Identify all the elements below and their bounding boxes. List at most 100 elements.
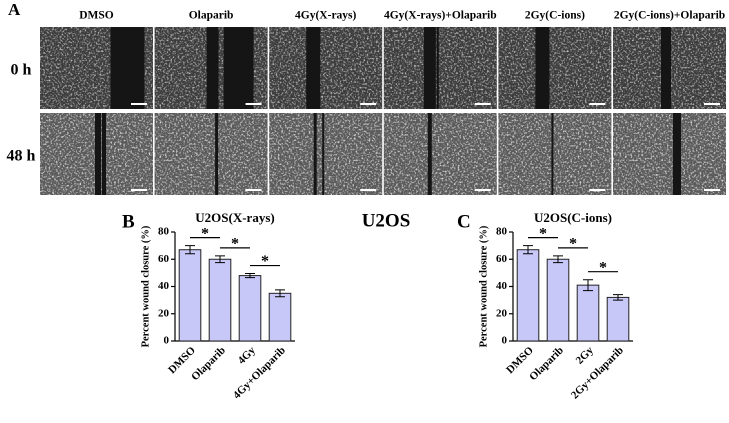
wound-gap	[423, 27, 436, 109]
bar	[546, 258, 570, 342]
bar	[238, 275, 262, 342]
micrograph	[40, 113, 153, 195]
significance-star: *	[261, 253, 269, 270]
micrograph	[498, 113, 612, 195]
column-label: 2Gy(C-ions)+Olaparib	[614, 10, 725, 22]
image-cells	[498, 27, 612, 109]
wound-gap	[313, 113, 317, 195]
significance-star: *	[569, 236, 577, 253]
wound-gap	[427, 113, 432, 195]
column-label: 4Gy(X-rays)	[295, 10, 356, 22]
wound-gap	[215, 113, 219, 195]
bar	[606, 296, 630, 342]
wound-gap	[551, 113, 554, 195]
column-label: DMSO	[79, 10, 114, 22]
y-tick-label: 80	[158, 226, 170, 238]
y-tick-label: 20	[496, 307, 508, 319]
wound-gap	[535, 27, 550, 109]
error-bar	[245, 273, 255, 279]
column-label: 4Gy(X-rays)+Olaparib	[384, 10, 497, 22]
wound-gap	[322, 113, 325, 195]
y-axis-label: Percent wound closure (%)	[140, 225, 151, 347]
micrograph	[613, 27, 726, 109]
micrograph	[269, 27, 383, 109]
significance-star: *	[231, 236, 239, 253]
chart-title: U2OS(X-rays)	[195, 210, 274, 225]
error-bar	[613, 294, 623, 301]
row-label: 0 h	[11, 62, 32, 79]
row-label: 48 h	[7, 148, 36, 165]
micrograph	[154, 113, 268, 195]
scale-bar	[360, 103, 377, 105]
image-cells	[269, 113, 383, 195]
y-tick-label: 80	[496, 226, 508, 238]
wound-gap	[95, 113, 101, 195]
x-tick-label: 4Gy	[236, 344, 259, 367]
panel-label: C	[457, 211, 471, 232]
column-label: Olaparib	[189, 10, 234, 22]
x-tick-label: 4Gy+Olaparib	[231, 344, 288, 401]
y-tick-label: 60	[496, 253, 508, 265]
scale-bar	[131, 189, 147, 191]
wound-gap	[306, 27, 321, 109]
scale-bar	[245, 189, 262, 191]
wound-gap	[661, 27, 671, 109]
wound-gap	[223, 27, 254, 109]
scale-bar	[474, 103, 491, 105]
wound-gap	[318, 27, 321, 109]
x-tick-label: 2Gy	[574, 344, 597, 367]
scale-bar	[245, 103, 262, 105]
panel-label: A	[8, 0, 21, 19]
micrograph	[269, 113, 383, 195]
y-tick-label: 0	[164, 335, 170, 347]
column-label: 2Gy(C-ions)	[525, 10, 585, 22]
scale-bar	[704, 103, 720, 105]
image-cells	[383, 113, 497, 195]
micrograph	[40, 27, 153, 109]
bar	[516, 249, 540, 342]
micrograph	[613, 113, 726, 195]
center-title: U2OS	[362, 210, 411, 231]
scale-bar	[360, 189, 377, 191]
y-tick-label: 0	[502, 335, 508, 347]
error-bar	[275, 289, 285, 298]
y-axis-label: Percent wound closure (%)	[478, 225, 489, 347]
image-cells	[269, 27, 383, 109]
bar	[178, 249, 202, 342]
error-bar	[583, 279, 593, 292]
scale-bar	[589, 103, 606, 105]
bar	[208, 258, 232, 342]
significance-star: *	[201, 225, 209, 242]
panel-label: B	[122, 211, 135, 232]
wound-gap	[110, 27, 138, 109]
error-bar	[523, 245, 533, 255]
chart-title: U2OS(C-ions)	[534, 210, 612, 225]
image-cells	[613, 113, 726, 195]
wound-gap	[673, 113, 681, 195]
x-tick-label: 2Gy+Olaparib	[569, 344, 626, 401]
wound-gap	[139, 27, 145, 109]
y-tick-label: 20	[158, 307, 170, 319]
error-bar	[185, 245, 195, 255]
error-bar	[215, 255, 225, 264]
image-cells	[498, 113, 612, 195]
y-tick-label: 40	[496, 280, 508, 292]
image-cells	[154, 113, 268, 195]
error-bar	[553, 255, 563, 264]
scale-bar	[474, 189, 491, 191]
micrograph	[383, 27, 497, 109]
y-tick-label: 60	[158, 253, 170, 265]
significance-star: *	[539, 225, 547, 242]
y-tick-label: 40	[158, 280, 170, 292]
image-cells	[383, 27, 497, 109]
significance-star: *	[599, 259, 607, 276]
micrograph	[154, 27, 268, 109]
scale-bar	[131, 103, 147, 105]
bar	[576, 284, 600, 342]
wound-gap	[134, 27, 140, 109]
wound-gap	[206, 27, 219, 109]
wound-gap	[102, 113, 106, 195]
bar	[268, 292, 292, 342]
scale-bar	[704, 189, 720, 191]
